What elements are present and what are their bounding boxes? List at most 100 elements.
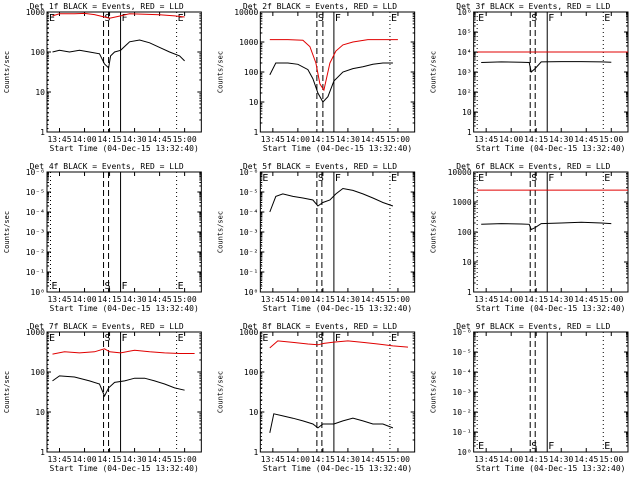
x-tick-label: 15:00 bbox=[599, 135, 623, 144]
marker-label-e: E bbox=[262, 333, 268, 344]
panel-title: Det 7f BLACK = Events, RED = LLD bbox=[30, 322, 184, 331]
x-tick-label: 14:00 bbox=[499, 455, 523, 464]
y-tick-label: 10⁻² bbox=[452, 408, 471, 417]
x-tick-label: 13:45 bbox=[474, 295, 498, 304]
x-tick-label: 14:15 bbox=[98, 295, 122, 304]
y-tick-label: 10⁻³ bbox=[239, 228, 258, 237]
y-tick-label: 10⁰ bbox=[457, 448, 471, 457]
panel-det-8: Det 8f BLACK = Events, RED = LLD 1 10 100 10… bbox=[216, 322, 416, 473]
x-tick-label: 14:00 bbox=[286, 135, 310, 144]
x-tick-label: 15:00 bbox=[386, 135, 410, 144]
series-events-line bbox=[269, 62, 393, 103]
marker-label-e: E bbox=[262, 173, 268, 184]
marker-label-s: S bbox=[318, 13, 324, 24]
plot-frame bbox=[259, 171, 416, 293]
y-tick-label: 100 bbox=[31, 48, 46, 57]
y-tick-label: 10 bbox=[249, 98, 259, 107]
y-tick-label: 10⁻⁴ bbox=[452, 368, 471, 377]
x-tick-label: 14:30 bbox=[336, 135, 360, 144]
series-lld-line bbox=[269, 340, 409, 349]
y-tick-label: 10⁻⁵ bbox=[239, 188, 258, 197]
x-tick-label: 14:30 bbox=[549, 135, 573, 144]
x-tick-label: 14:15 bbox=[98, 455, 122, 464]
x-axis-label: Start Time (04-Dec-15 13:32:40) bbox=[50, 464, 199, 473]
x-axis-label: Start Time (04-Dec-15 13:32:40) bbox=[263, 304, 412, 313]
marker-label-e: E bbox=[391, 13, 397, 24]
marker-label-f: F bbox=[122, 333, 128, 344]
x-tick-label: 15:00 bbox=[173, 135, 197, 144]
x-tick-label: 13:45 bbox=[47, 135, 71, 144]
y-tick-label: 1000 bbox=[452, 198, 471, 207]
x-tick-label: 14:45 bbox=[574, 135, 598, 144]
x-tick-label: 13:45 bbox=[47, 455, 71, 464]
x-tick-label: 14:30 bbox=[549, 455, 573, 464]
series-events-line bbox=[52, 39, 185, 69]
y-tick-label: 10 bbox=[35, 88, 45, 97]
x-tick-label: 15:00 bbox=[599, 455, 623, 464]
marker-label-e: E bbox=[604, 441, 610, 452]
series-lld-line bbox=[52, 348, 195, 355]
marker-label-e: E bbox=[49, 333, 55, 344]
plot-frame bbox=[46, 11, 202, 133]
panel-title: Det 1f BLACK = Events, RED = LLD bbox=[30, 2, 184, 11]
y-tick-label: 10⁻⁶ bbox=[239, 168, 258, 177]
marker-label-e: E bbox=[478, 173, 484, 184]
y-axis-label: Counts/sec bbox=[3, 371, 11, 413]
y-tick-label: 10⁻³ bbox=[26, 228, 45, 237]
x-tick-label: 14:30 bbox=[123, 135, 147, 144]
series-events-line bbox=[52, 375, 185, 398]
y-tick-label: 1 bbox=[40, 128, 45, 137]
panel-title: Det 8f BLACK = Events, RED = LLD bbox=[243, 322, 397, 331]
x-tick-label: 14:45 bbox=[361, 455, 385, 464]
series-events-line bbox=[269, 187, 394, 213]
x-axis-label: Start Time (04-Dec-15 13:32:40) bbox=[263, 144, 412, 153]
marker-label-f: F bbox=[122, 13, 128, 24]
x-tick-label: 14:30 bbox=[549, 295, 573, 304]
y-tick-label: 10⁻³ bbox=[452, 388, 471, 397]
x-axis-label: Start Time (04-Dec-15 13:32:40) bbox=[50, 304, 199, 313]
x-tick-label: 14:00 bbox=[499, 295, 523, 304]
panel-title: Det 2f BLACK = Events, RED = LLD bbox=[243, 2, 397, 11]
marker-label-f: F bbox=[122, 281, 128, 292]
plot-frame bbox=[259, 331, 416, 453]
marker-label-s: S bbox=[105, 13, 111, 24]
y-axis-label: Counts/sec bbox=[430, 371, 438, 413]
x-tick-label: 13:45 bbox=[261, 295, 285, 304]
y-tick-label: 100 bbox=[457, 228, 472, 237]
marker-label-s: S bbox=[531, 13, 537, 24]
x-tick-label: 14:00 bbox=[286, 455, 310, 464]
marker-label-s: S bbox=[105, 281, 111, 292]
y-axis-label: Counts/sec bbox=[430, 51, 438, 93]
y-tick-label: 100 bbox=[244, 368, 259, 377]
y-tick-label: 10 bbox=[249, 408, 259, 417]
y-tick-label: 10 bbox=[35, 408, 45, 417]
y-tick-label: 10⁻⁶ bbox=[26, 168, 45, 177]
marker-label-e: E bbox=[604, 13, 610, 24]
y-tick-label: 1000 bbox=[239, 38, 258, 47]
y-tick-label: 10 bbox=[462, 258, 472, 267]
series-events-line bbox=[481, 61, 612, 73]
x-axis-label: Start Time (04-Dec-15 13:32:40) bbox=[476, 464, 625, 473]
x-tick-label: 14:15 bbox=[524, 135, 548, 144]
marker-label-e: E bbox=[391, 173, 397, 184]
plot-frame bbox=[473, 331, 629, 453]
y-tick-label: 10 bbox=[462, 108, 472, 117]
y-tick-label: 10⁶ bbox=[457, 8, 471, 17]
marker-label-s: S bbox=[105, 333, 111, 344]
y-axis-label: Counts/sec bbox=[3, 211, 11, 253]
y-tick-label: 10⁰ bbox=[244, 288, 258, 297]
panel-det-7: Det 7f BLACK = Events, RED = LLD 1 10 100 10… bbox=[3, 322, 202, 473]
x-tick-label: 14:15 bbox=[524, 455, 548, 464]
y-tick-label: 10000 bbox=[234, 8, 258, 17]
x-tick-label: 14:45 bbox=[148, 295, 172, 304]
y-tick-label: 1 bbox=[40, 448, 45, 457]
x-tick-label: 14:00 bbox=[286, 295, 310, 304]
plot-frame bbox=[46, 331, 202, 453]
x-axis-label: Start Time (04-Dec-15 13:32:40) bbox=[476, 144, 625, 153]
marker-label-f: F bbox=[548, 441, 554, 452]
x-axis-label: Start Time (04-Dec-15 13:32:40) bbox=[476, 304, 625, 313]
x-tick-label: 14:30 bbox=[336, 455, 360, 464]
y-tick-label: 10⁻¹ bbox=[452, 428, 471, 437]
y-tick-label: 10⁻² bbox=[26, 248, 45, 257]
panel-title: Det 5f BLACK = Events, RED = LLD bbox=[243, 162, 397, 171]
